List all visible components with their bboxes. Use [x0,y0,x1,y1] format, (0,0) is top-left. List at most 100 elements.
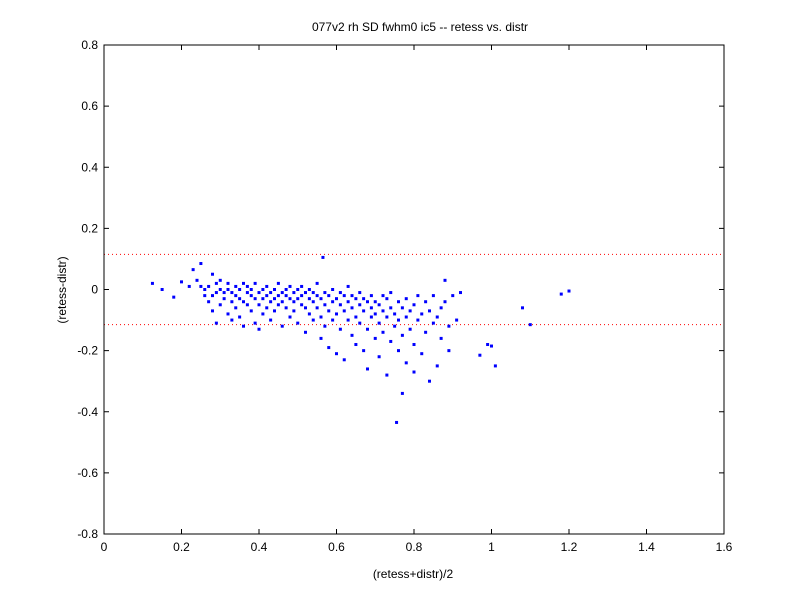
data-point [459,291,462,295]
data-point [292,309,296,313]
x-tick-label: 0.8 [406,540,423,554]
data-point [439,336,443,340]
data-point [222,297,226,301]
data-point [242,281,245,285]
data-point [331,300,335,304]
data-point [203,294,207,298]
data-point [307,297,311,301]
data-point [150,281,154,285]
data-point [304,306,307,310]
data-point [369,306,373,310]
data-point [238,288,242,291]
data-point [288,315,292,319]
data-point [203,288,207,291]
data-point [172,295,176,299]
data-point [199,262,203,266]
data-point [420,352,424,356]
data-point [435,315,439,319]
data-point [226,288,230,291]
data-point [428,379,431,383]
data-point [493,364,497,368]
data-point [265,306,269,310]
data-point [315,281,319,285]
data-point [226,281,230,285]
y-axis-label: (retess-distr) [55,256,69,323]
data-point [385,297,389,301]
data-point [242,324,245,328]
data-point [354,343,358,347]
data-point [269,291,273,295]
data-point [350,333,354,337]
data-point [307,312,311,316]
data-point [319,315,323,319]
data-point [253,281,257,285]
data-point [331,288,335,291]
data-point [362,309,366,313]
data-point [567,289,571,293]
y-tick-label: -0.8 [77,527,98,541]
data-point [408,327,412,331]
data-point [249,288,253,291]
data-point [284,288,288,291]
axes-layer: 0 0.2 0.4 0.6 0.8 1 1.2 1.4 1.6 -0.8 -0.6 -0.4 -0.2 0… [77,38,732,554]
x-tick-label: 0.4 [251,540,268,554]
data-point [273,297,276,301]
data-point [354,315,358,319]
data-point [311,291,315,295]
data-point [323,291,327,295]
data-point [207,284,211,288]
data-point [486,343,490,347]
data-point [245,291,249,295]
data-point [257,327,261,331]
data-point [296,288,300,291]
data-point [478,353,482,357]
data-point [288,284,292,288]
data-point [424,300,428,304]
plot-layer [104,253,724,424]
data-point [377,321,381,325]
data-point [342,294,346,298]
data-point [222,291,226,295]
data-point [191,268,195,272]
data-point [435,364,439,368]
data-point [245,303,249,307]
data-point [397,349,400,353]
data-point [490,344,493,348]
data-point [424,330,428,334]
data-point [342,358,346,362]
data-point [321,255,325,259]
data-point [389,291,393,295]
data-point [276,281,280,285]
data-point [230,300,234,304]
data-point [412,343,416,347]
data-point [187,284,191,288]
y-tick-label: 0.4 [81,160,98,174]
data-point [428,309,431,313]
data-point [304,291,307,295]
data-point [338,327,342,331]
x-tick-label: 1 [488,540,495,554]
data-point [373,336,377,340]
data-point [358,303,362,307]
data-point [300,303,304,307]
data-point [358,291,362,295]
data-point [311,318,315,322]
data-point [416,294,420,298]
data-point [373,312,377,316]
y-tick-label: 0 [91,283,98,297]
data-point [404,315,408,319]
data-point [431,321,435,325]
data-point [377,303,381,307]
data-point [385,373,389,377]
data-point [412,303,416,307]
data-point [408,309,412,313]
data-point [350,306,354,310]
x-tick-label: 1.4 [638,540,655,554]
data-point [373,300,377,304]
data-point [327,346,331,350]
data-point [323,303,327,307]
data-point [218,288,222,291]
data-point [261,288,265,291]
data-point [257,303,261,307]
